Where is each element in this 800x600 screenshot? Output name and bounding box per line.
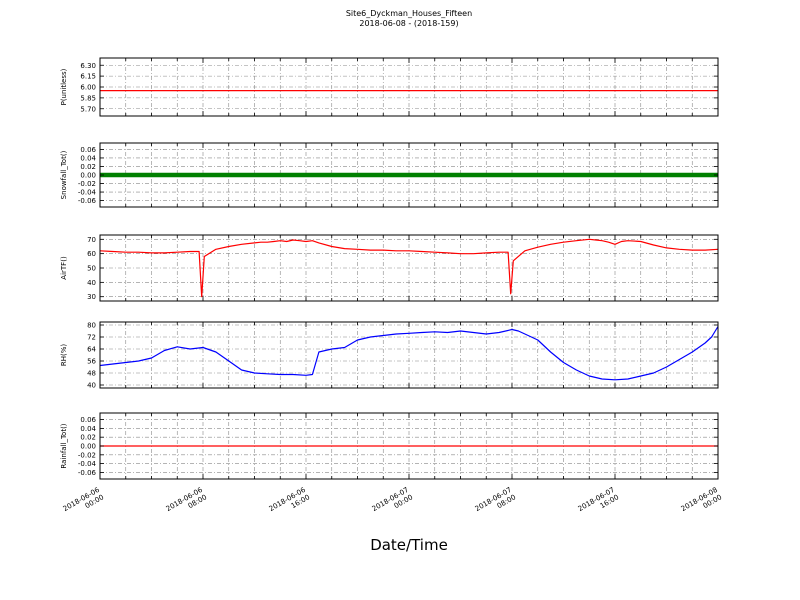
y-tick-label: 48 <box>87 370 96 378</box>
y-tick-label: 6.30 <box>80 62 96 70</box>
panel-p-unitless-: 5.70 5.85 6.00 6.15 6.30 P(unitless) <box>60 57 719 117</box>
y-tick-label: -0.06 <box>78 469 97 477</box>
y-tick-label: 56 <box>87 358 96 366</box>
y-tick-label: 0.00 <box>80 443 96 451</box>
y-tick-label: 60 <box>87 250 96 258</box>
y-tick-label: 30 <box>87 293 96 301</box>
panel-rainfall-tot-: -0.06-0.04-0.020.000.020.040.06 Rainfall_… <box>60 412 719 480</box>
y-axis-label: RH(%) <box>60 344 68 367</box>
series-rh <box>99 326 719 381</box>
y-tick-label: 0.04 <box>80 425 96 433</box>
y-tick-label: 0.00 <box>80 172 96 180</box>
series-airtf <box>99 238 719 298</box>
y-axis-label: Rainfall_Tot() <box>60 423 68 468</box>
y-tick-label: 40 <box>87 279 96 287</box>
y-tick-label: 0.06 <box>80 146 96 154</box>
x-axis-label: Date/Time <box>370 536 448 554</box>
y-tick-label: 0.06 <box>80 416 96 424</box>
y-axis-label: AirTF() <box>60 256 68 280</box>
y-tick-label: 0.02 <box>80 434 96 442</box>
y-axis-label: P(unitless) <box>60 68 68 105</box>
y-tick-label: -0.02 <box>78 451 96 459</box>
panel-airtf-: 30 40 50 60 70 AirTF() <box>60 234 719 302</box>
panel-rh-: 40 48 56 64 72 80 RH(%) <box>60 321 719 390</box>
y-axis-label: Snowfall_Tot() <box>60 150 68 199</box>
y-tick-label: 80 <box>87 322 96 330</box>
y-tick-label: 6.15 <box>80 73 96 81</box>
panel-snowfall-tot-: -0.06-0.04-0.020.000.020.040.06 Snowfall_… <box>60 142 719 208</box>
y-tick-label: -0.04 <box>78 460 97 468</box>
y-tick-label: -0.02 <box>78 180 96 188</box>
y-tick-label: -0.06 <box>78 197 97 205</box>
y-tick-label: 5.85 <box>80 94 96 102</box>
chart-subtitle: 2018-06-08 - (2018-159) <box>359 19 458 28</box>
y-tick-label: 0.02 <box>80 163 96 171</box>
y-tick-label: 70 <box>87 236 96 244</box>
y-tick-label: 0.04 <box>80 154 96 162</box>
y-tick-label: 50 <box>87 265 96 273</box>
y-tick-label: 6.00 <box>80 84 96 92</box>
chart-title: Site6_Dyckman_Houses_Fifteen <box>346 9 472 18</box>
y-tick-label: 72 <box>87 334 96 342</box>
y-tick-label: 40 <box>87 382 96 390</box>
y-tick-label: 64 <box>87 346 96 354</box>
y-tick-label: -0.04 <box>78 189 97 197</box>
y-tick-label: 5.70 <box>80 105 96 113</box>
